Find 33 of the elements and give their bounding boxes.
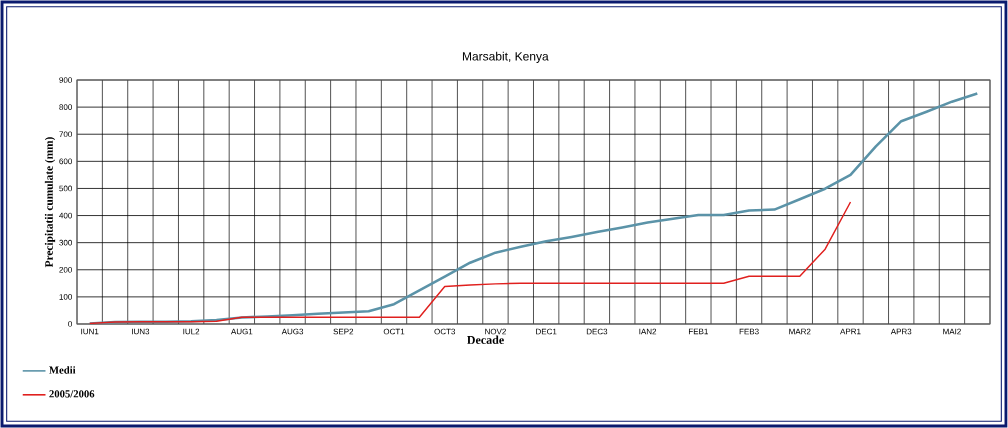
- y-tick-label: 500: [59, 185, 72, 192]
- x-tick-label: IUN3: [132, 328, 150, 335]
- x-tick-label: OCT3: [434, 328, 456, 335]
- x-tick-label: OCT1: [383, 328, 405, 335]
- x-tick-label: IAN2: [639, 328, 657, 335]
- x-tick-label: APR1: [840, 328, 861, 335]
- x-tick-label: NOV2: [485, 328, 506, 335]
- y-tick-label: 800: [59, 104, 72, 110]
- legend-label: 2005/2006: [49, 390, 95, 398]
- x-tick-label: AUG1: [230, 328, 253, 335]
- y-tick-label: 400: [59, 212, 72, 219]
- x-tick-label: IUN1: [81, 328, 99, 335]
- y-tick-label: 900: [59, 77, 72, 83]
- x-tick-label: MAI2: [943, 328, 961, 335]
- x-tick-label: DEC1: [536, 328, 557, 335]
- y-axis-title: Precipitatii cumulate (mm): [44, 137, 56, 268]
- y-tick-label: 100: [59, 294, 72, 300]
- x-tick-label: FEB1: [688, 328, 708, 335]
- y-tick-label: 300: [59, 239, 72, 246]
- x-axis-title: Decade: [467, 335, 504, 344]
- y-tick-label: 0: [68, 321, 72, 327]
- x-tick-label: DEC3: [586, 328, 608, 335]
- y-tick-label: 600: [59, 158, 72, 165]
- x-tick-label: MAR2: [789, 328, 811, 335]
- chart-title: Marsabit, Kenya: [462, 51, 549, 63]
- y-tick-label: 200: [59, 266, 72, 273]
- y-tick-label: 700: [59, 131, 72, 138]
- x-tick-label: IUL2: [183, 328, 200, 335]
- x-tick-label: AUG3: [281, 328, 304, 335]
- x-tick-label: APR3: [890, 328, 912, 335]
- x-tick-label: FEB3: [739, 328, 759, 335]
- legend-label: Medii: [49, 366, 76, 374]
- x-tick-label: SEP2: [333, 328, 354, 335]
